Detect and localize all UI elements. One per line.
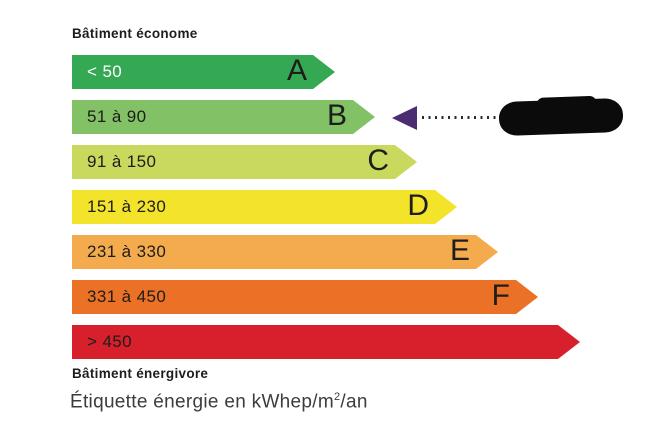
redacted-value-blob — [498, 97, 624, 137]
energy-class-bars: < 50 A 51 à 90 B 91 à 150 C 151 à 230 D — [72, 55, 580, 370]
energy-class-row-g: > 450 — [72, 325, 580, 359]
energy-class-bar-e: 231 à 330 E — [72, 235, 498, 269]
energy-class-letter: D — [407, 189, 429, 222]
energy-intensive-building-label: Bâtiment énergivore — [72, 366, 209, 381]
economical-building-label: Bâtiment économe — [72, 26, 198, 41]
energy-range-label: 151 à 230 — [87, 197, 167, 216]
selected-class-left-arrow-icon — [392, 106, 417, 130]
energy-label-caption: Étiquette énergie en kWhep/m2/an — [70, 391, 368, 413]
energy-range-label: 231 à 330 — [87, 242, 167, 261]
energy-class-letter: F — [491, 279, 510, 312]
energy-class-row-f: 331 à 450 F — [72, 280, 580, 314]
energy-class-letter: E — [449, 234, 470, 267]
energy-class-bar-b: 51 à 90 B — [72, 100, 375, 134]
energy-range-label: 91 à 150 — [87, 152, 157, 171]
energy-class-row-e: 231 à 330 E — [72, 235, 580, 269]
energy-class-letter: A — [286, 54, 307, 87]
caption-superscript: 2 — [334, 391, 341, 403]
caption-text: Étiquette énergie en kWhep/m — [70, 391, 334, 413]
energy-range-label: < 50 — [87, 62, 123, 81]
energy-class-bar-g: > 450 — [72, 325, 580, 359]
energy-class-letter: B — [326, 99, 347, 132]
dotted-connector-line — [422, 116, 506, 119]
energy-range-label: 51 à 90 — [87, 107, 147, 126]
energy-range-label: > 450 — [87, 332, 133, 351]
energy-range-label: 331 à 450 — [87, 287, 167, 306]
energy-class-row-c: 91 à 150 C — [72, 145, 580, 179]
energy-class-bar-f: 331 à 450 F — [72, 280, 538, 314]
energy-class-bar-d: 151 à 230 D — [72, 190, 457, 224]
energy-class-row-a: < 50 A — [72, 55, 580, 89]
caption-text-end: /an — [340, 391, 368, 413]
energy-class-row-d: 151 à 230 D — [72, 190, 580, 224]
energy-class-letter: C — [367, 144, 389, 177]
energy-class-row-b: 51 à 90 B — [72, 100, 580, 134]
energy-class-bar-a: < 50 A — [72, 55, 335, 89]
energy-class-bar-c: 91 à 150 C — [72, 145, 417, 179]
